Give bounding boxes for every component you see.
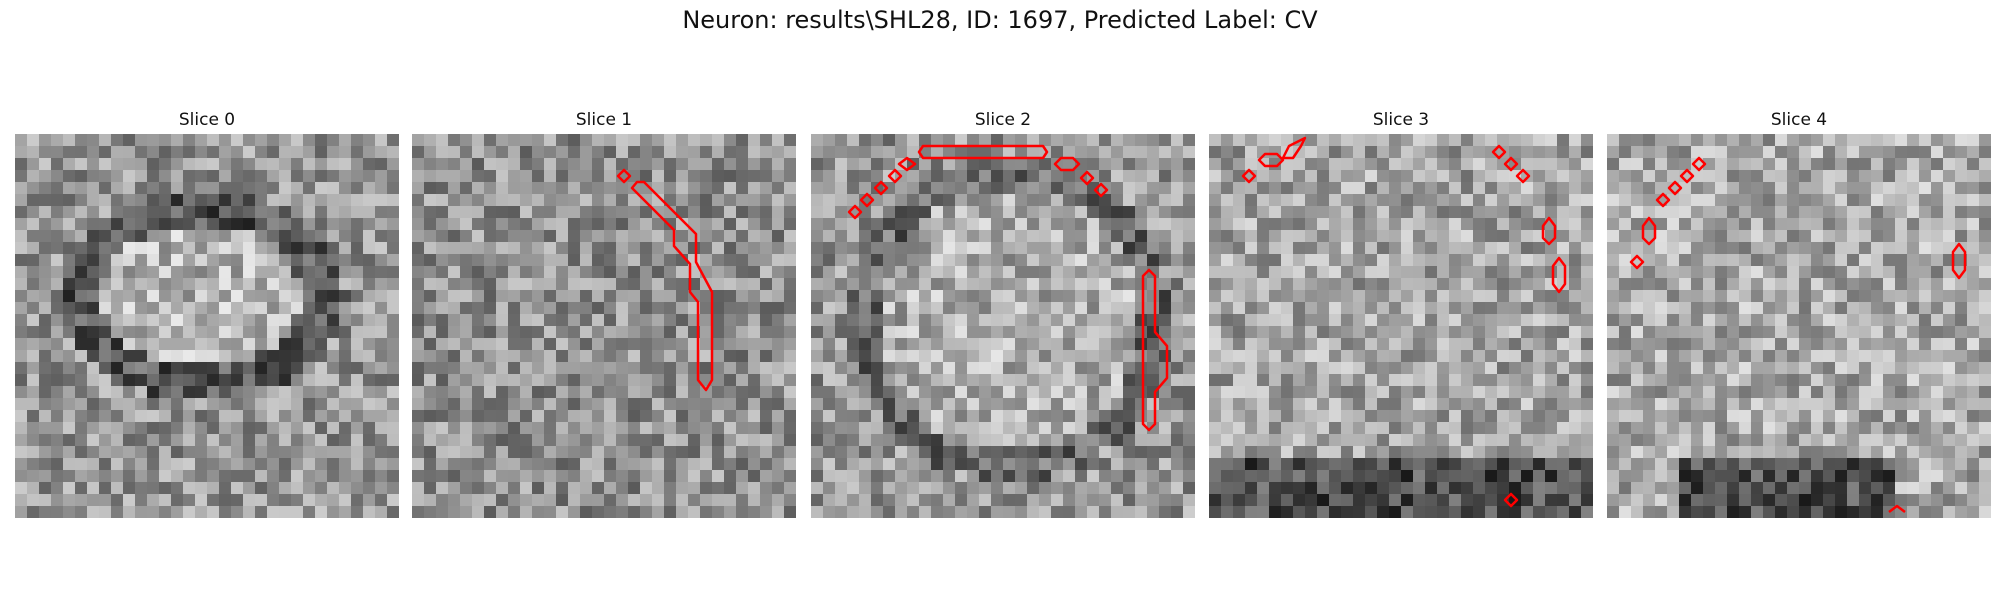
slice-title-3: Slice 3 — [1372, 110, 1430, 130]
slice-title-0: Slice 0 — [178, 110, 236, 130]
slice-image-0 — [15, 134, 399, 518]
slice-image-2 — [811, 134, 1195, 518]
slice-panel-0: Slice 0 — [15, 108, 399, 518]
slice-image-4 — [1607, 134, 1991, 518]
slice-panel-2: Slice 2 — [811, 108, 1195, 518]
slice-image-1 — [412, 134, 796, 518]
slice-panel-4: Slice 4 — [1607, 108, 1991, 518]
slice-title-2: Slice 2 — [974, 110, 1032, 130]
figure-title: Neuron: results\SHL28, ID: 1697, Predict… — [682, 6, 1318, 34]
slice-title-1: Slice 1 — [575, 110, 633, 130]
slice-panel-3: Slice 3 — [1209, 108, 1593, 518]
slice-title-4: Slice 4 — [1770, 110, 1828, 130]
slice-panel-1: Slice 1 — [412, 108, 796, 518]
slice-image-3 — [1209, 134, 1593, 518]
